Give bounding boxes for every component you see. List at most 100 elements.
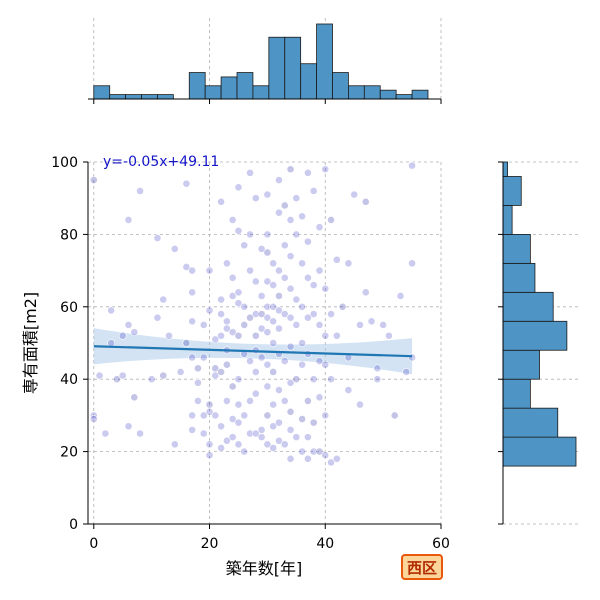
scatter-point bbox=[251, 310, 260, 318]
scatter-point bbox=[251, 368, 260, 376]
scatter-point bbox=[240, 447, 249, 456]
scatter-point bbox=[228, 415, 237, 423]
scatter-point bbox=[251, 429, 260, 438]
top-hist-bar bbox=[188, 72, 206, 100]
top-hist-bar bbox=[332, 72, 349, 100]
scatter-point bbox=[321, 165, 330, 174]
scatter-point bbox=[332, 331, 341, 340]
scatter-point bbox=[194, 397, 202, 405]
scatter-point bbox=[304, 454, 312, 463]
scatter-point bbox=[321, 360, 330, 369]
scatter-point bbox=[222, 259, 231, 268]
top-hist-bar bbox=[220, 76, 238, 100]
scatter-point bbox=[269, 259, 278, 268]
scatter-point bbox=[240, 320, 249, 329]
scatter-point bbox=[292, 433, 301, 442]
right-hist-bar bbox=[502, 436, 577, 467]
scatter-point bbox=[286, 425, 295, 434]
scatter-point bbox=[344, 259, 353, 268]
scatter-point bbox=[269, 339, 278, 347]
scatter-point bbox=[361, 288, 370, 297]
scatter-point bbox=[136, 187, 144, 195]
scatter-point bbox=[130, 393, 139, 402]
scatter-point bbox=[269, 302, 278, 311]
top-hist-bar bbox=[411, 89, 429, 100]
scatter-point bbox=[280, 440, 289, 449]
scatter-point bbox=[361, 197, 370, 206]
right-hist-bar bbox=[502, 378, 531, 409]
scatter-point bbox=[356, 400, 364, 409]
scatter-point bbox=[188, 353, 197, 362]
scatter-point bbox=[408, 161, 416, 170]
scatter-point bbox=[217, 422, 225, 431]
scatter-point bbox=[234, 331, 243, 340]
scatter-point bbox=[269, 368, 278, 376]
scatter-point bbox=[269, 317, 278, 326]
scatter-point bbox=[153, 313, 162, 322]
scatter-point bbox=[217, 310, 225, 318]
scatter-point bbox=[95, 371, 104, 380]
scatter-point bbox=[298, 339, 307, 347]
scatter-point bbox=[402, 368, 411, 376]
right-hist-bar bbox=[502, 291, 554, 322]
scatter-point bbox=[327, 375, 335, 384]
scatter-point bbox=[194, 364, 202, 373]
scatter-point bbox=[373, 375, 382, 384]
scatter-point bbox=[286, 342, 295, 351]
scatter-point bbox=[280, 241, 289, 250]
scatter-point bbox=[222, 436, 231, 445]
y-tick-label: 60 bbox=[60, 300, 78, 316]
scatter-point bbox=[234, 288, 243, 297]
scatter-point bbox=[136, 429, 144, 438]
scatter-point bbox=[396, 292, 405, 300]
right-histogram bbox=[498, 161, 578, 525]
scatter-point bbox=[373, 364, 382, 373]
y-tick-label: 40 bbox=[60, 372, 78, 388]
scatter-point bbox=[315, 266, 324, 275]
top-hist-bar bbox=[348, 85, 365, 100]
scatter-point bbox=[118, 331, 127, 340]
scatter-point bbox=[275, 418, 283, 427]
y-tick-label: 100 bbox=[51, 155, 78, 171]
scatter-point bbox=[356, 320, 364, 329]
scatter-point bbox=[118, 371, 127, 380]
scatter-point bbox=[211, 371, 220, 380]
top-hist-bar bbox=[316, 23, 333, 100]
scatter-point bbox=[263, 440, 272, 449]
scatter-point bbox=[124, 216, 133, 224]
right-hist-bar bbox=[502, 262, 536, 293]
scatter-point bbox=[292, 375, 301, 384]
district-badge: 西区 bbox=[401, 554, 443, 580]
top-hist-bar bbox=[252, 85, 270, 100]
scatter-point bbox=[257, 425, 266, 434]
y-tick-label: 20 bbox=[60, 445, 78, 461]
scatter-point bbox=[263, 277, 272, 286]
scatter-point bbox=[321, 451, 330, 460]
scatter-point bbox=[188, 266, 197, 275]
scatter-point bbox=[286, 378, 295, 387]
scatter-point bbox=[304, 313, 312, 322]
scatter-point bbox=[280, 397, 289, 405]
scatter-point bbox=[321, 284, 330, 293]
top-hist-bar bbox=[236, 72, 254, 100]
scatter-point bbox=[263, 230, 272, 239]
scatter-point bbox=[240, 411, 249, 420]
top-hist-bar bbox=[363, 85, 381, 100]
scatter-point bbox=[344, 386, 353, 394]
scatter-point bbox=[263, 313, 272, 322]
scatter-point bbox=[269, 444, 278, 452]
scatter-point bbox=[327, 310, 335, 318]
scatter-point bbox=[199, 320, 208, 329]
right-hist-bar bbox=[502, 320, 568, 351]
scatter-point bbox=[298, 360, 307, 369]
scatter-point bbox=[257, 292, 266, 300]
scatter-point bbox=[205, 451, 214, 460]
scatter-point bbox=[332, 255, 341, 264]
scatter-point bbox=[263, 382, 272, 391]
top-hist-bar bbox=[395, 94, 413, 100]
top-hist-bar bbox=[93, 85, 111, 100]
scatter-point bbox=[101, 429, 110, 438]
scatter-point bbox=[130, 328, 139, 337]
scatter-point bbox=[286, 216, 295, 224]
